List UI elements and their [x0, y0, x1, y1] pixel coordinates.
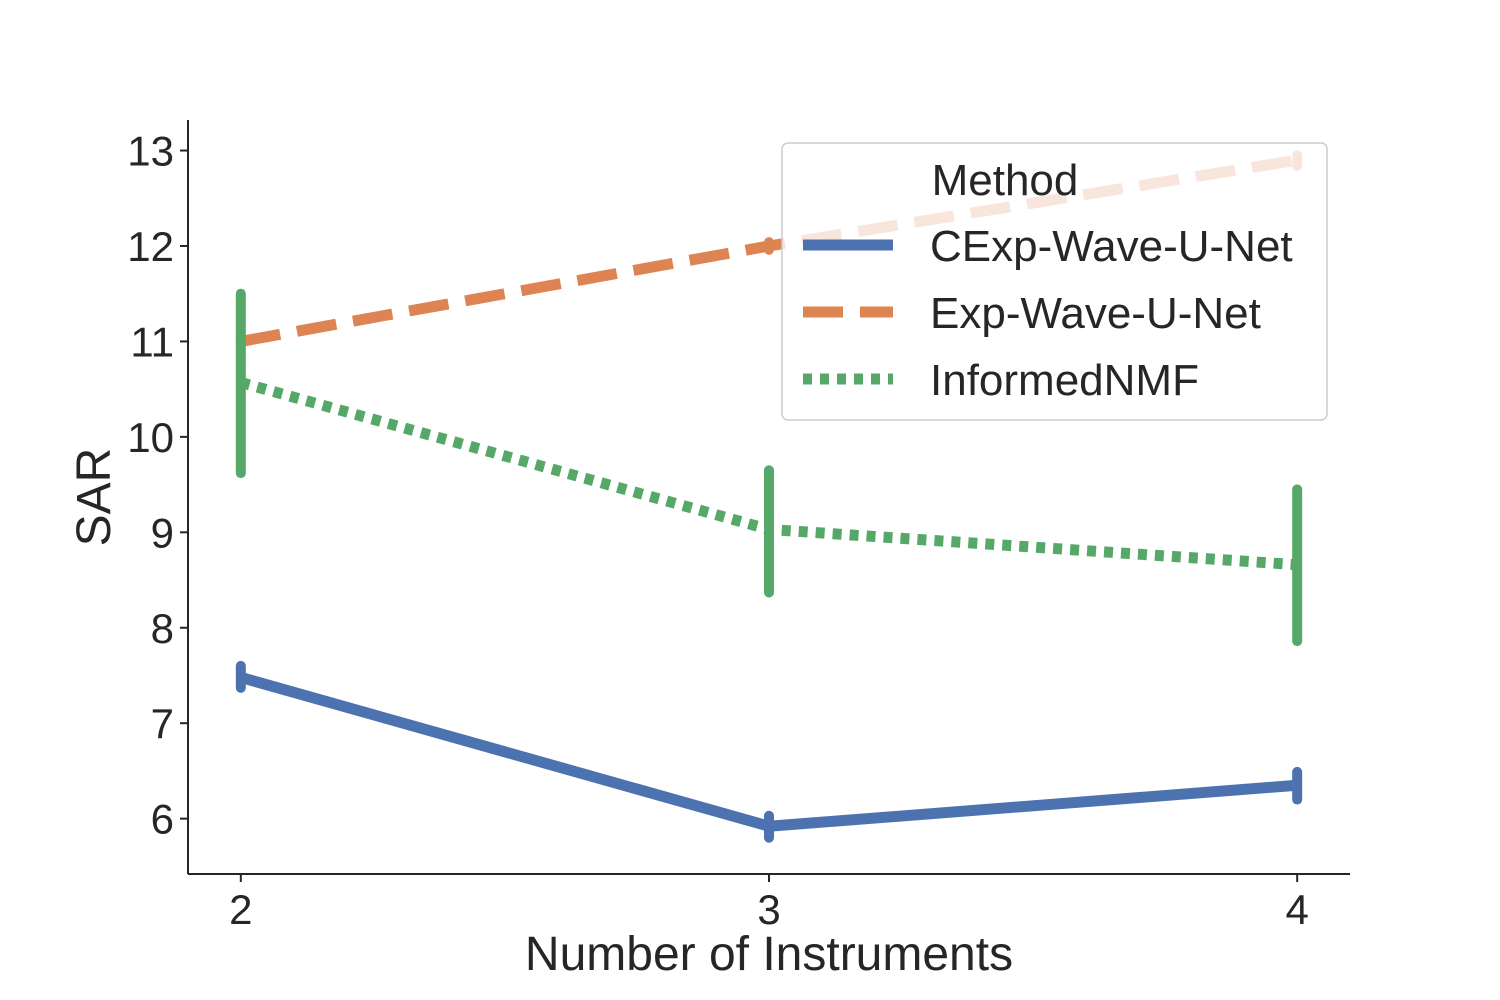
x-ticks: 2 3 4 — [229, 874, 1309, 933]
axes: 6 7 8 9 10 11 12 13 2 3 4 Number of Instruments S… — [68, 120, 1350, 981]
x-tick-label: 2 — [229, 886, 252, 933]
x-tick-label: 3 — [757, 886, 780, 933]
y-axis-label: SAR — [68, 448, 121, 547]
legend-label: InformedNMF — [930, 356, 1199, 405]
y-ticks: 6 7 8 9 10 11 12 13 — [127, 128, 188, 843]
x-tick-label: 4 — [1286, 886, 1309, 933]
plot-area — [235, 150, 1303, 843]
y-tick-label: 13 — [127, 128, 174, 175]
legend-label: Exp-Wave-U-Net — [930, 289, 1261, 338]
x-axis-label: Number of Instruments — [525, 928, 1013, 981]
y-tick-label: 10 — [127, 414, 174, 461]
y-tick-label: 12 — [127, 223, 174, 270]
y-tick-label: 7 — [151, 700, 174, 747]
series-line-cexp-wave-u-net — [239, 672, 1298, 832]
legend-label: CExp-Wave-U-Net — [930, 222, 1293, 271]
legend: Method CExp-Wave-U-Net Exp-Wave-U-Net Info… — [781, 142, 1328, 421]
y-tick-label: 8 — [151, 605, 174, 652]
y-tick-label: 6 — [151, 796, 174, 843]
legend-box — [781, 142, 1328, 421]
legend-title: Method — [932, 156, 1079, 205]
y-tick-label: 9 — [151, 509, 174, 556]
y-tick-label: 11 — [130, 318, 174, 365]
